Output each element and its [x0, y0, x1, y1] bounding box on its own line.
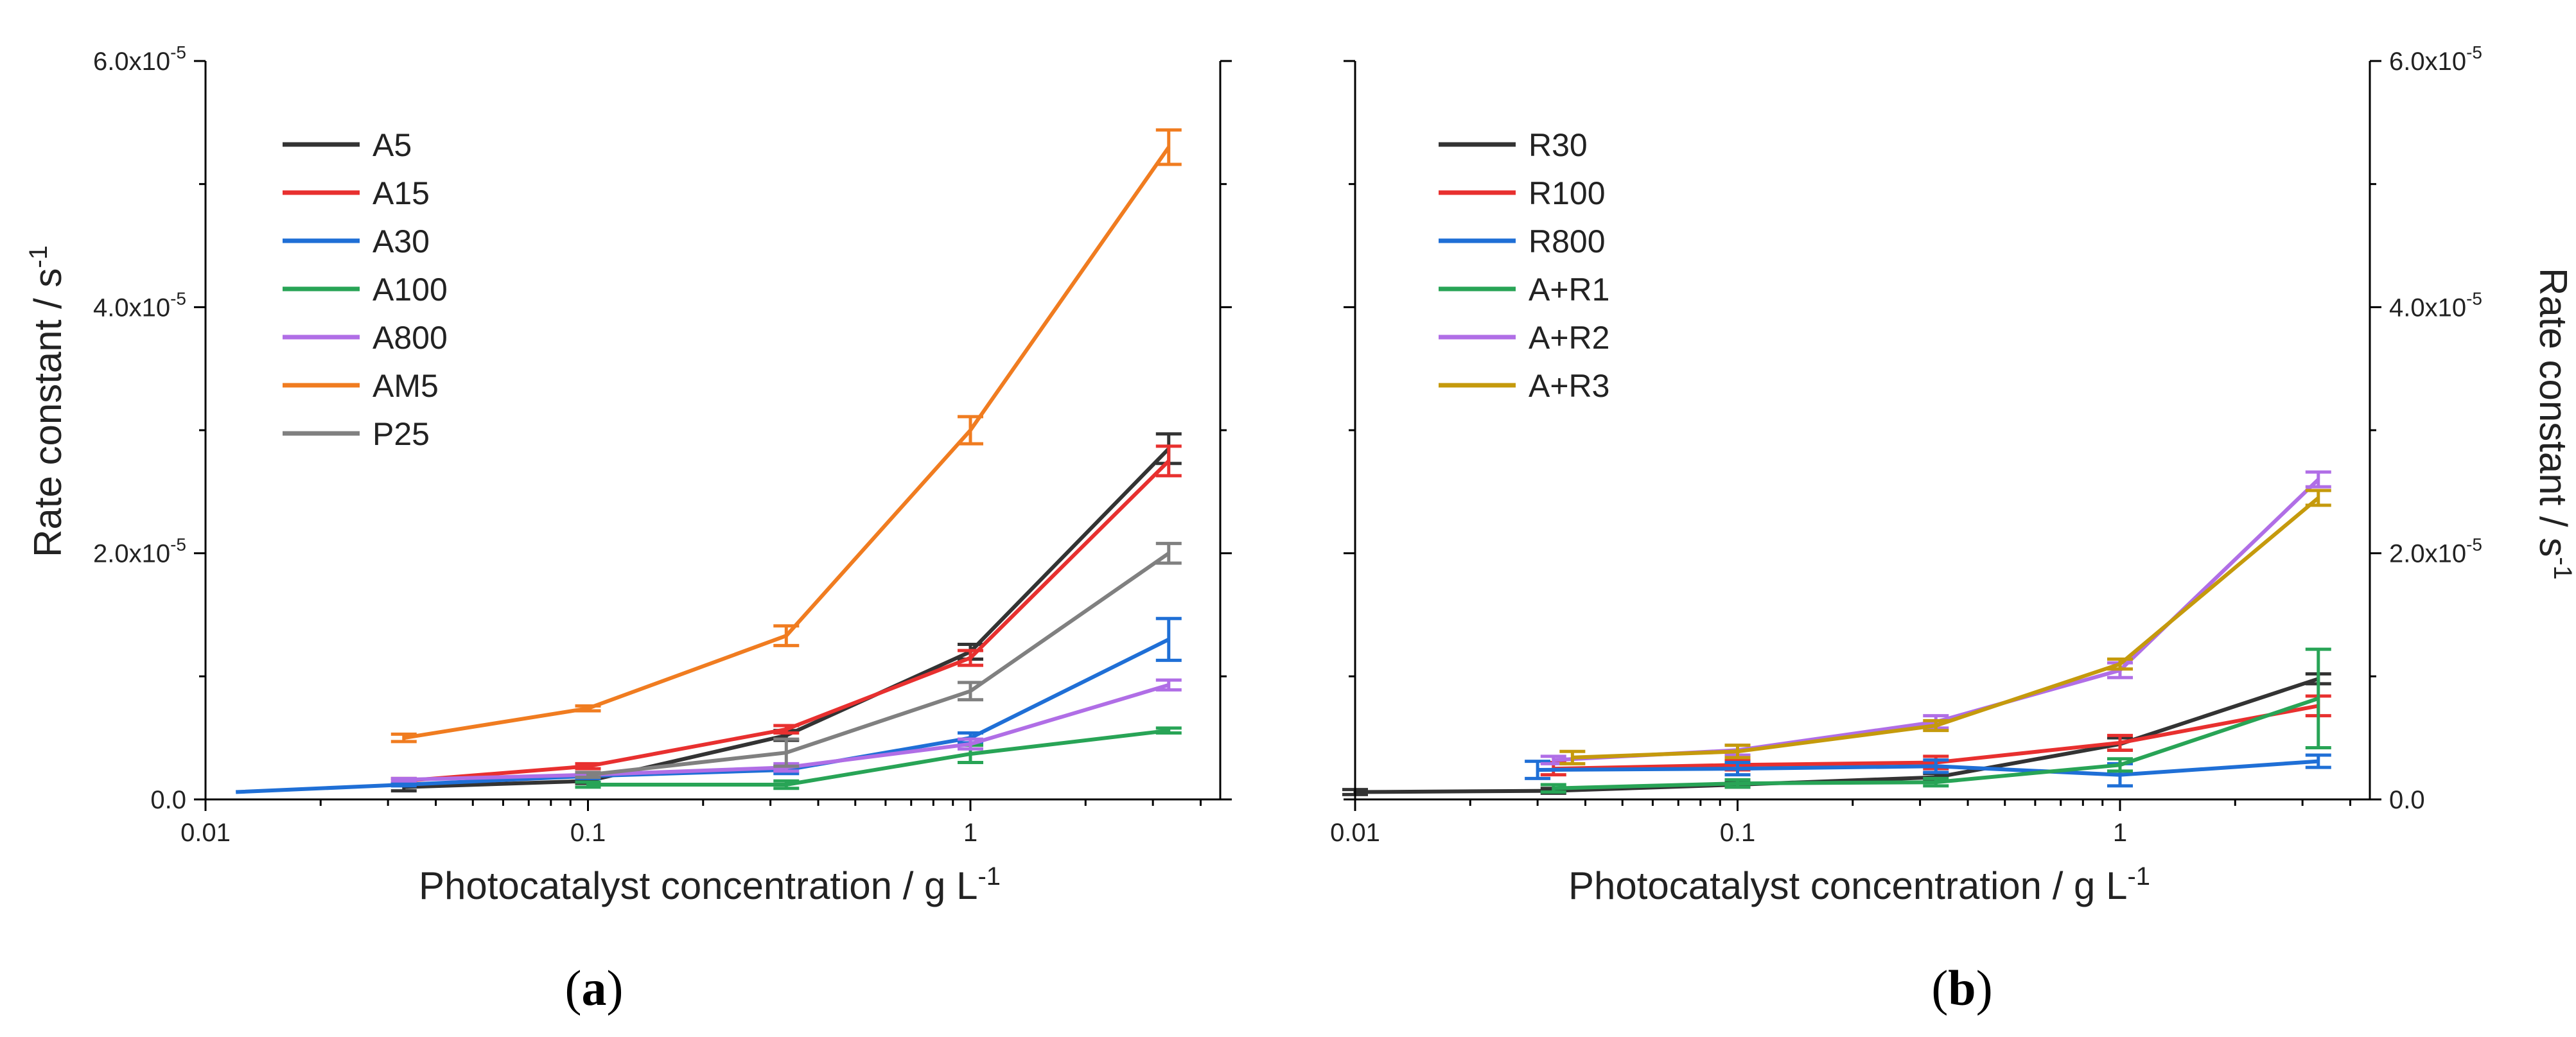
panel-a-error-bar [773, 779, 800, 790]
panel-b-error-bar [1540, 783, 1566, 794]
panel-a-error-bar [575, 704, 601, 713]
panel-a-legend-label: A800 [372, 320, 448, 356]
panel-b-error-bar [1724, 744, 1751, 760]
panel-a-error-bar [390, 776, 417, 783]
panel-b-error-bar [1923, 758, 1949, 774]
panel-a-error-bar [958, 681, 984, 702]
panel-a-series-line-p25 [588, 552, 1170, 777]
panel-a-error-bar [958, 737, 984, 751]
panel-a-error-bar [1155, 128, 1182, 166]
panel-a-label: (a) [565, 960, 624, 1016]
panel-a-series-line-am5 [403, 146, 1171, 740]
panel-b-y-axis-label: Rate constant / s-1 [2532, 268, 2576, 580]
panel-b-error-bar [2107, 757, 2134, 773]
panel-b-error-bar [2305, 753, 2331, 769]
panel-b-legend-label: R100 [1529, 175, 1606, 211]
panel-b-chart: 0.01 0.1 1 0.0 2.0x10-5 4.0x10-5 6.0x10-5 Phot… [1330, 42, 2576, 1016]
panel-a-chart: 0.01 0.1 1 0.0 2.0x10-5 4.0x10-5 6.0x10-5 Phot… [24, 42, 1232, 1016]
panel-b-error-bar [2107, 658, 2134, 671]
panel-a-error-bar [773, 724, 800, 735]
panel-b-x-tick-label: 0.01 [1330, 819, 1380, 847]
panel-b-error-bar [1724, 778, 1751, 789]
panel-b-error-bar [1923, 719, 1949, 733]
panel-a-legend: A5 A15 A30 A100 A800 AM5 P25 [283, 127, 448, 452]
panel-a-error-bar [958, 649, 984, 667]
panel-b-legend-label: R800 [1529, 223, 1606, 259]
panel-a-y-tick-label: 6.0x10-5 [93, 42, 186, 76]
panel-b-error-bar [1923, 776, 1949, 788]
panel-a-error-bar [773, 737, 800, 768]
panel-a-x-tick-label: 0.01 [180, 819, 231, 847]
panel-b-y-tick-label: 6.0x10-5 [2389, 42, 2482, 76]
panel-a-y-tick-label: 4.0x10-5 [93, 288, 186, 322]
panel-a-legend-label: A30 [372, 223, 430, 259]
panel-a-error-bar [773, 624, 800, 647]
panel-a-series-line-a100 [588, 728, 1170, 787]
panel-b-legend-label: A+R3 [1529, 368, 1609, 404]
panel-b-label: (b) [1931, 960, 1992, 1016]
panel-a-error-bar [575, 771, 601, 779]
panel-b-x-tick-label: 0.1 [1720, 819, 1756, 847]
panel-b-error-bar [1559, 749, 1586, 765]
panel-a-legend-label: A5 [372, 127, 412, 163]
panel-b-legend: R30 R100 R800 A+R1 A+R2 A+R3 [1439, 127, 1609, 404]
panel-a-y-axis-label: Rate constant / s-1 [24, 245, 69, 557]
panel-a-y-tick-label: 2.0x10-5 [93, 535, 186, 568]
panel-a-x-tick-label: 1 [963, 819, 977, 847]
panel-a-error-bar [390, 732, 417, 744]
panel-b-y-tick-label: 4.0x10-5 [2389, 288, 2482, 322]
panel-b-error-bar [2305, 489, 2331, 507]
panel-a-error-bar [575, 762, 601, 771]
panel-a-error-bar [575, 780, 601, 789]
panel-b-legend-label: A+R1 [1529, 272, 1609, 308]
panel-a-legend-label: AM5 [372, 368, 439, 404]
panel-a-legend-label: P25 [372, 416, 430, 452]
panel-b-x-axis-label: Photocatalyst concentration / g L-1 [1568, 862, 2150, 907]
panel-a-error-bar [1155, 444, 1182, 478]
panel-a-error-bar [1155, 678, 1182, 692]
panel-a-x-axis-label: Photocatalyst concentration / g L-1 [419, 862, 1001, 907]
panel-b-y-tick-label: 0.0 [2389, 786, 2425, 814]
panel-a-error-bar [1155, 616, 1182, 662]
panel-b-legend-label: R30 [1529, 127, 1588, 163]
panel-a-error-bar [958, 415, 984, 446]
panel-b-error-bar [2305, 470, 2331, 489]
panel-a-y-tick-label: 0.0 [150, 786, 186, 814]
panel-a-error-bar [390, 781, 417, 788]
panel-a-error-bar [1155, 541, 1182, 565]
panel-a-legend-label: A100 [372, 272, 448, 308]
panel-b-error-bar [1724, 761, 1751, 777]
panel-a-legend-label: A15 [372, 175, 430, 211]
panel-a-error-bar [1155, 726, 1182, 735]
panel-b-error-bar [1525, 760, 1551, 780]
panel-b-error-bar [2305, 647, 2331, 749]
panel-b-y-tick-label: 2.0x10-5 [2389, 535, 2482, 568]
panel-b-error-bar [2107, 733, 2134, 752]
panel-b-x-tick-label: 1 [2113, 819, 2127, 847]
panel-b-legend-label: A+R2 [1529, 320, 1609, 356]
panel-a-x-tick-label: 0.1 [570, 819, 606, 847]
